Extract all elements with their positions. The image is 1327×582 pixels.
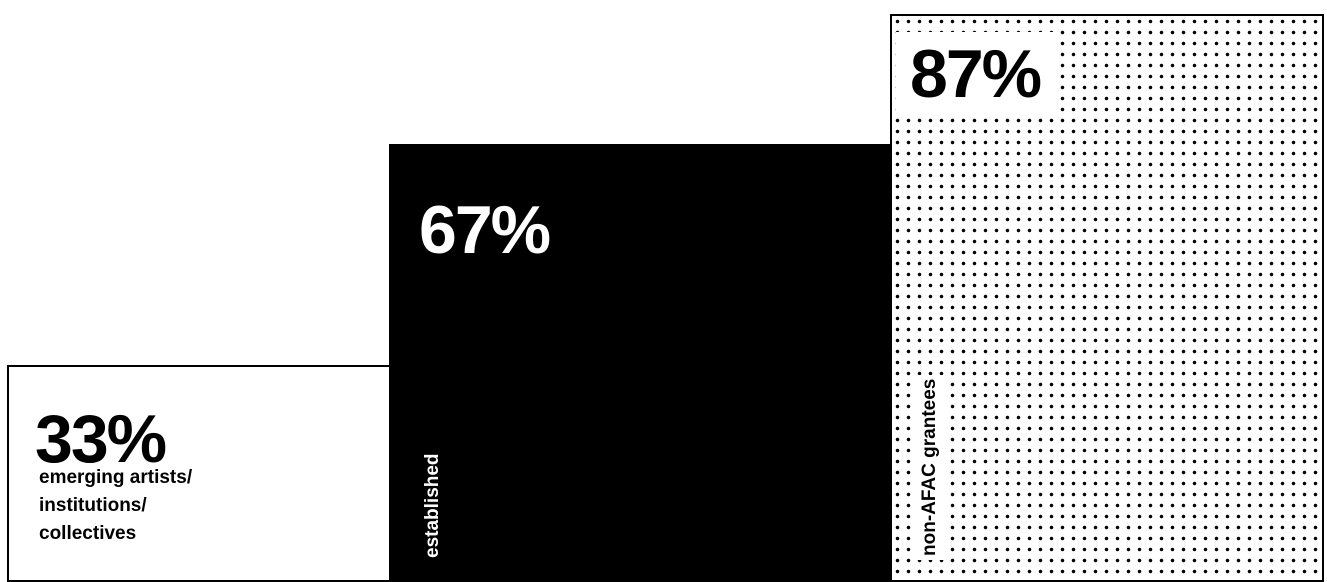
bar-3: 87% non-AFAC grantees [890, 14, 1324, 582]
bar-category-label: non-AFAC grantees [916, 374, 944, 560]
bar-value-label: 33% [35, 401, 167, 477]
bar-value-label: 87% [896, 32, 1055, 114]
bar-2: 67% established [389, 144, 892, 582]
bar-category-label: established [422, 453, 443, 558]
bar-category-label: emerging artists/ institutions/ collecti… [39, 467, 193, 544]
bar-value-label: 67% [419, 192, 551, 268]
bar-1: 33% emerging artists/ institutions/ colle… [7, 365, 391, 582]
